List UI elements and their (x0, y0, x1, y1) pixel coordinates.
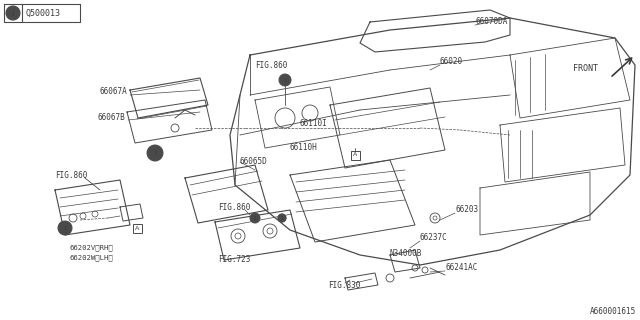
FancyBboxPatch shape (351, 150, 360, 159)
Text: FRONT: FRONT (573, 64, 598, 73)
Text: 66241AC: 66241AC (445, 263, 477, 273)
Text: 66020: 66020 (440, 58, 463, 67)
Text: 66067A: 66067A (100, 87, 128, 97)
Text: FIG.723: FIG.723 (218, 255, 250, 265)
Text: 1: 1 (280, 215, 284, 220)
Text: N34000B: N34000B (390, 249, 422, 258)
Text: 1: 1 (284, 77, 287, 83)
Text: 1: 1 (253, 215, 257, 220)
Text: FIG.860: FIG.860 (255, 60, 287, 69)
Text: 1: 1 (63, 226, 67, 230)
Text: 66110I: 66110I (300, 119, 328, 129)
Text: A: A (353, 153, 357, 157)
Circle shape (278, 214, 286, 222)
Circle shape (147, 145, 163, 161)
Text: FIG.860: FIG.860 (218, 203, 250, 212)
Text: 66203: 66203 (455, 205, 478, 214)
Text: i: i (12, 9, 15, 18)
Text: FIG.830: FIG.830 (328, 281, 360, 290)
Text: 66202V〈RH〉: 66202V〈RH〉 (70, 245, 114, 251)
Text: 66110H: 66110H (290, 143, 317, 153)
Text: 66067B: 66067B (98, 114, 125, 123)
Circle shape (58, 221, 72, 235)
Text: A660001615: A660001615 (589, 308, 636, 316)
Text: 66065D: 66065D (240, 157, 268, 166)
Text: A: A (135, 226, 139, 230)
Text: 66202W〈LH〉: 66202W〈LH〉 (70, 255, 114, 261)
Circle shape (6, 6, 20, 20)
FancyBboxPatch shape (132, 223, 141, 233)
Text: Q500013: Q500013 (26, 9, 61, 18)
Text: 66070DA: 66070DA (476, 18, 508, 27)
Text: FIG.860: FIG.860 (55, 171, 88, 180)
Circle shape (279, 74, 291, 86)
Text: 66237C: 66237C (420, 234, 448, 243)
Text: 1: 1 (153, 150, 157, 156)
Circle shape (250, 213, 260, 223)
